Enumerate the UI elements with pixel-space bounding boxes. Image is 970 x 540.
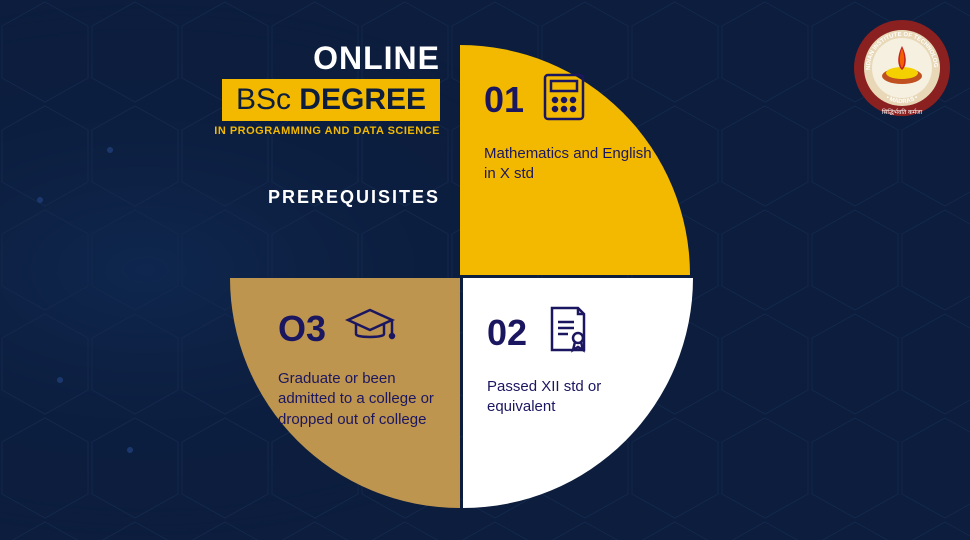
prerequisites-pie: 01 Mathematics and English in X std 02: [230, 45, 690, 505]
slice-3-number: O3: [278, 308, 326, 350]
svg-text:सिद्धिर्भवति कर्मजा: सिद्धिर्भवति कर्मजा: [882, 108, 923, 116]
slice-2-number: 02: [487, 312, 527, 354]
slice-1-text: Mathematics and English in X std: [484, 144, 654, 185]
slice-1-number: 01: [484, 79, 524, 121]
slice-2-text: Passed XII std or equivalent: [487, 377, 657, 418]
iit-madras-logo: INDIAN INSTITUTE OF TECHNOLOGY • MADRAS …: [852, 18, 952, 118]
slice-1: 01 Mathematics and English in X std: [460, 45, 690, 275]
certificate-icon: [546, 306, 588, 359]
graduation-cap-icon: [344, 306, 396, 351]
slice-2: 02 Passed XII std or equivalent: [463, 278, 693, 508]
slice-3: O3 Graduate or been admitted to a colleg…: [230, 278, 460, 508]
calculator-icon: [543, 73, 585, 126]
slice-3-text: Graduate or been admitted to a college o…: [278, 369, 448, 430]
